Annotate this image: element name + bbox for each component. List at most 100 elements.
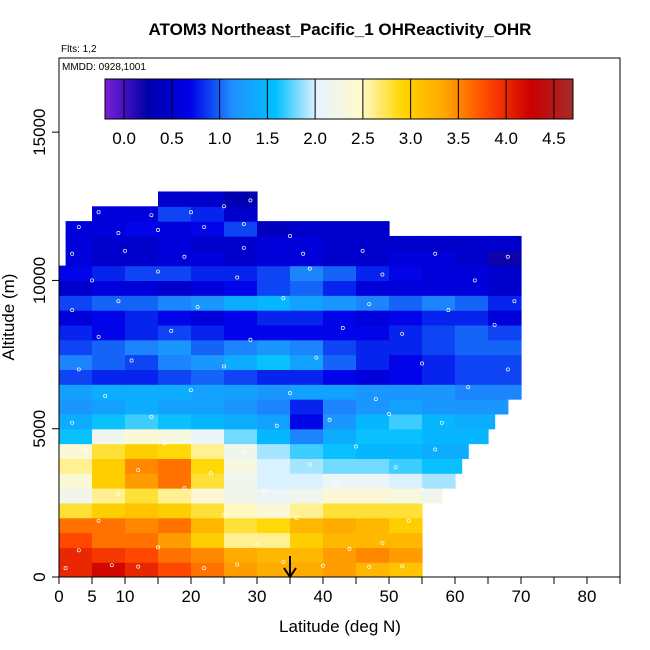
heatmap-cell	[125, 458, 159, 474]
heatmap-cell	[257, 413, 291, 430]
heatmap-cell	[257, 324, 291, 341]
heatmap-cell	[257, 562, 291, 577]
heatmap-cell	[59, 295, 93, 311]
heatmap-cell	[125, 206, 159, 222]
heatmap-cell	[356, 310, 390, 326]
heatmap-cell	[422, 488, 443, 504]
sample-point	[406, 518, 411, 523]
heatmap-cell	[422, 413, 456, 430]
heatmap-cell	[224, 517, 258, 534]
sample-point	[222, 512, 226, 517]
heatmap-cell	[92, 265, 126, 282]
sample-point	[505, 367, 510, 372]
heatmap-cell	[455, 295, 489, 311]
colorbar-tick-label: 0.0	[112, 129, 136, 148]
heatmap-cell	[125, 399, 159, 415]
x-tick-label: 20	[182, 587, 201, 606]
sample-point	[367, 564, 372, 569]
heatmap-cell	[389, 250, 423, 267]
heatmap-cell	[191, 280, 225, 296]
heatmap-cell	[290, 547, 324, 563]
heatmap-cell	[224, 235, 258, 252]
sample-point	[241, 450, 246, 455]
heatmap-cell	[125, 517, 159, 534]
heatmap-cell	[125, 428, 159, 445]
heatmap-cell	[224, 384, 258, 400]
heatmap-cell	[290, 473, 324, 489]
heatmap-cell	[224, 502, 258, 519]
heatmap-cell	[356, 413, 390, 430]
heatmap-cell	[191, 339, 225, 356]
sample-point	[70, 420, 75, 425]
sample-point	[189, 210, 193, 215]
heatmap-cell	[455, 280, 489, 296]
heatmap-cell	[290, 324, 324, 341]
heatmap-cell	[356, 517, 390, 534]
heatmap-cell	[59, 324, 93, 341]
heatmap-cell	[191, 310, 225, 326]
x-tick-label: 70	[512, 587, 531, 606]
heatmap-cell	[323, 221, 357, 237]
heatmap-cell	[323, 428, 357, 445]
heatmap-cell	[92, 532, 126, 548]
heatmap-cell	[356, 458, 390, 474]
heatmap-cell	[59, 458, 93, 474]
heatmap-cell	[65, 250, 93, 267]
heatmap-cells	[59, 191, 522, 577]
heatmap-cell	[59, 532, 93, 548]
sample-point	[222, 364, 226, 369]
heatmap-cell	[125, 354, 159, 370]
sample-point	[340, 325, 345, 330]
heatmap-cell	[389, 280, 423, 296]
heatmap-cell	[290, 295, 324, 311]
heatmap-cell	[290, 413, 324, 430]
heatmap-cell	[257, 384, 291, 400]
heatmap-cell	[389, 473, 423, 489]
heatmap-cell	[290, 369, 324, 385]
sample-point	[387, 411, 391, 416]
heatmap-cell	[323, 532, 357, 548]
sample-point	[314, 355, 319, 360]
heatmap-cell	[191, 517, 225, 534]
heatmap-cell	[59, 369, 93, 385]
heatmap-cell	[389, 310, 423, 326]
colorbar-tick-label: 3.5	[447, 129, 471, 148]
heatmap-cell	[356, 295, 390, 311]
sample-point	[235, 562, 240, 567]
heatmap-cell	[290, 562, 324, 577]
heatmap-cell	[158, 221, 192, 237]
heatmap-cell	[59, 473, 93, 489]
heatmap-cell	[422, 324, 456, 341]
heatmap-cell	[224, 547, 258, 563]
dates-label: MMDD: 0928,1001	[62, 62, 146, 73]
heatmap-cell	[92, 547, 126, 563]
sample-point	[439, 420, 444, 425]
heatmap-cell	[323, 488, 357, 504]
heatmap-cell	[356, 339, 390, 356]
heatmap-cell	[92, 413, 126, 430]
heatmap-cell	[125, 488, 159, 504]
sample-point	[446, 308, 451, 313]
heatmap-cell	[191, 265, 225, 282]
heatmap-cell	[92, 473, 126, 489]
heatmap-cell	[125, 547, 159, 563]
sample-point	[420, 361, 424, 366]
heatmap-cell	[488, 413, 496, 430]
heatmap-cell	[356, 562, 390, 577]
heatmap-cell	[422, 458, 456, 474]
heatmap-cell	[158, 369, 192, 385]
heatmap-cell	[224, 324, 258, 341]
sample-point	[96, 334, 101, 339]
heatmap-cell	[59, 354, 93, 370]
sample-point	[202, 225, 207, 229]
heatmap-cell	[290, 310, 324, 326]
heatmap-cell	[257, 532, 291, 548]
heatmap-cell	[191, 369, 225, 385]
heatmap-cell	[158, 339, 192, 356]
sample-point	[307, 266, 312, 271]
heatmap-cell	[224, 413, 258, 430]
heatmap-cell	[92, 324, 126, 341]
heatmap-cell	[125, 532, 159, 548]
heatmap-cell	[356, 235, 390, 252]
sample-point	[360, 248, 365, 253]
